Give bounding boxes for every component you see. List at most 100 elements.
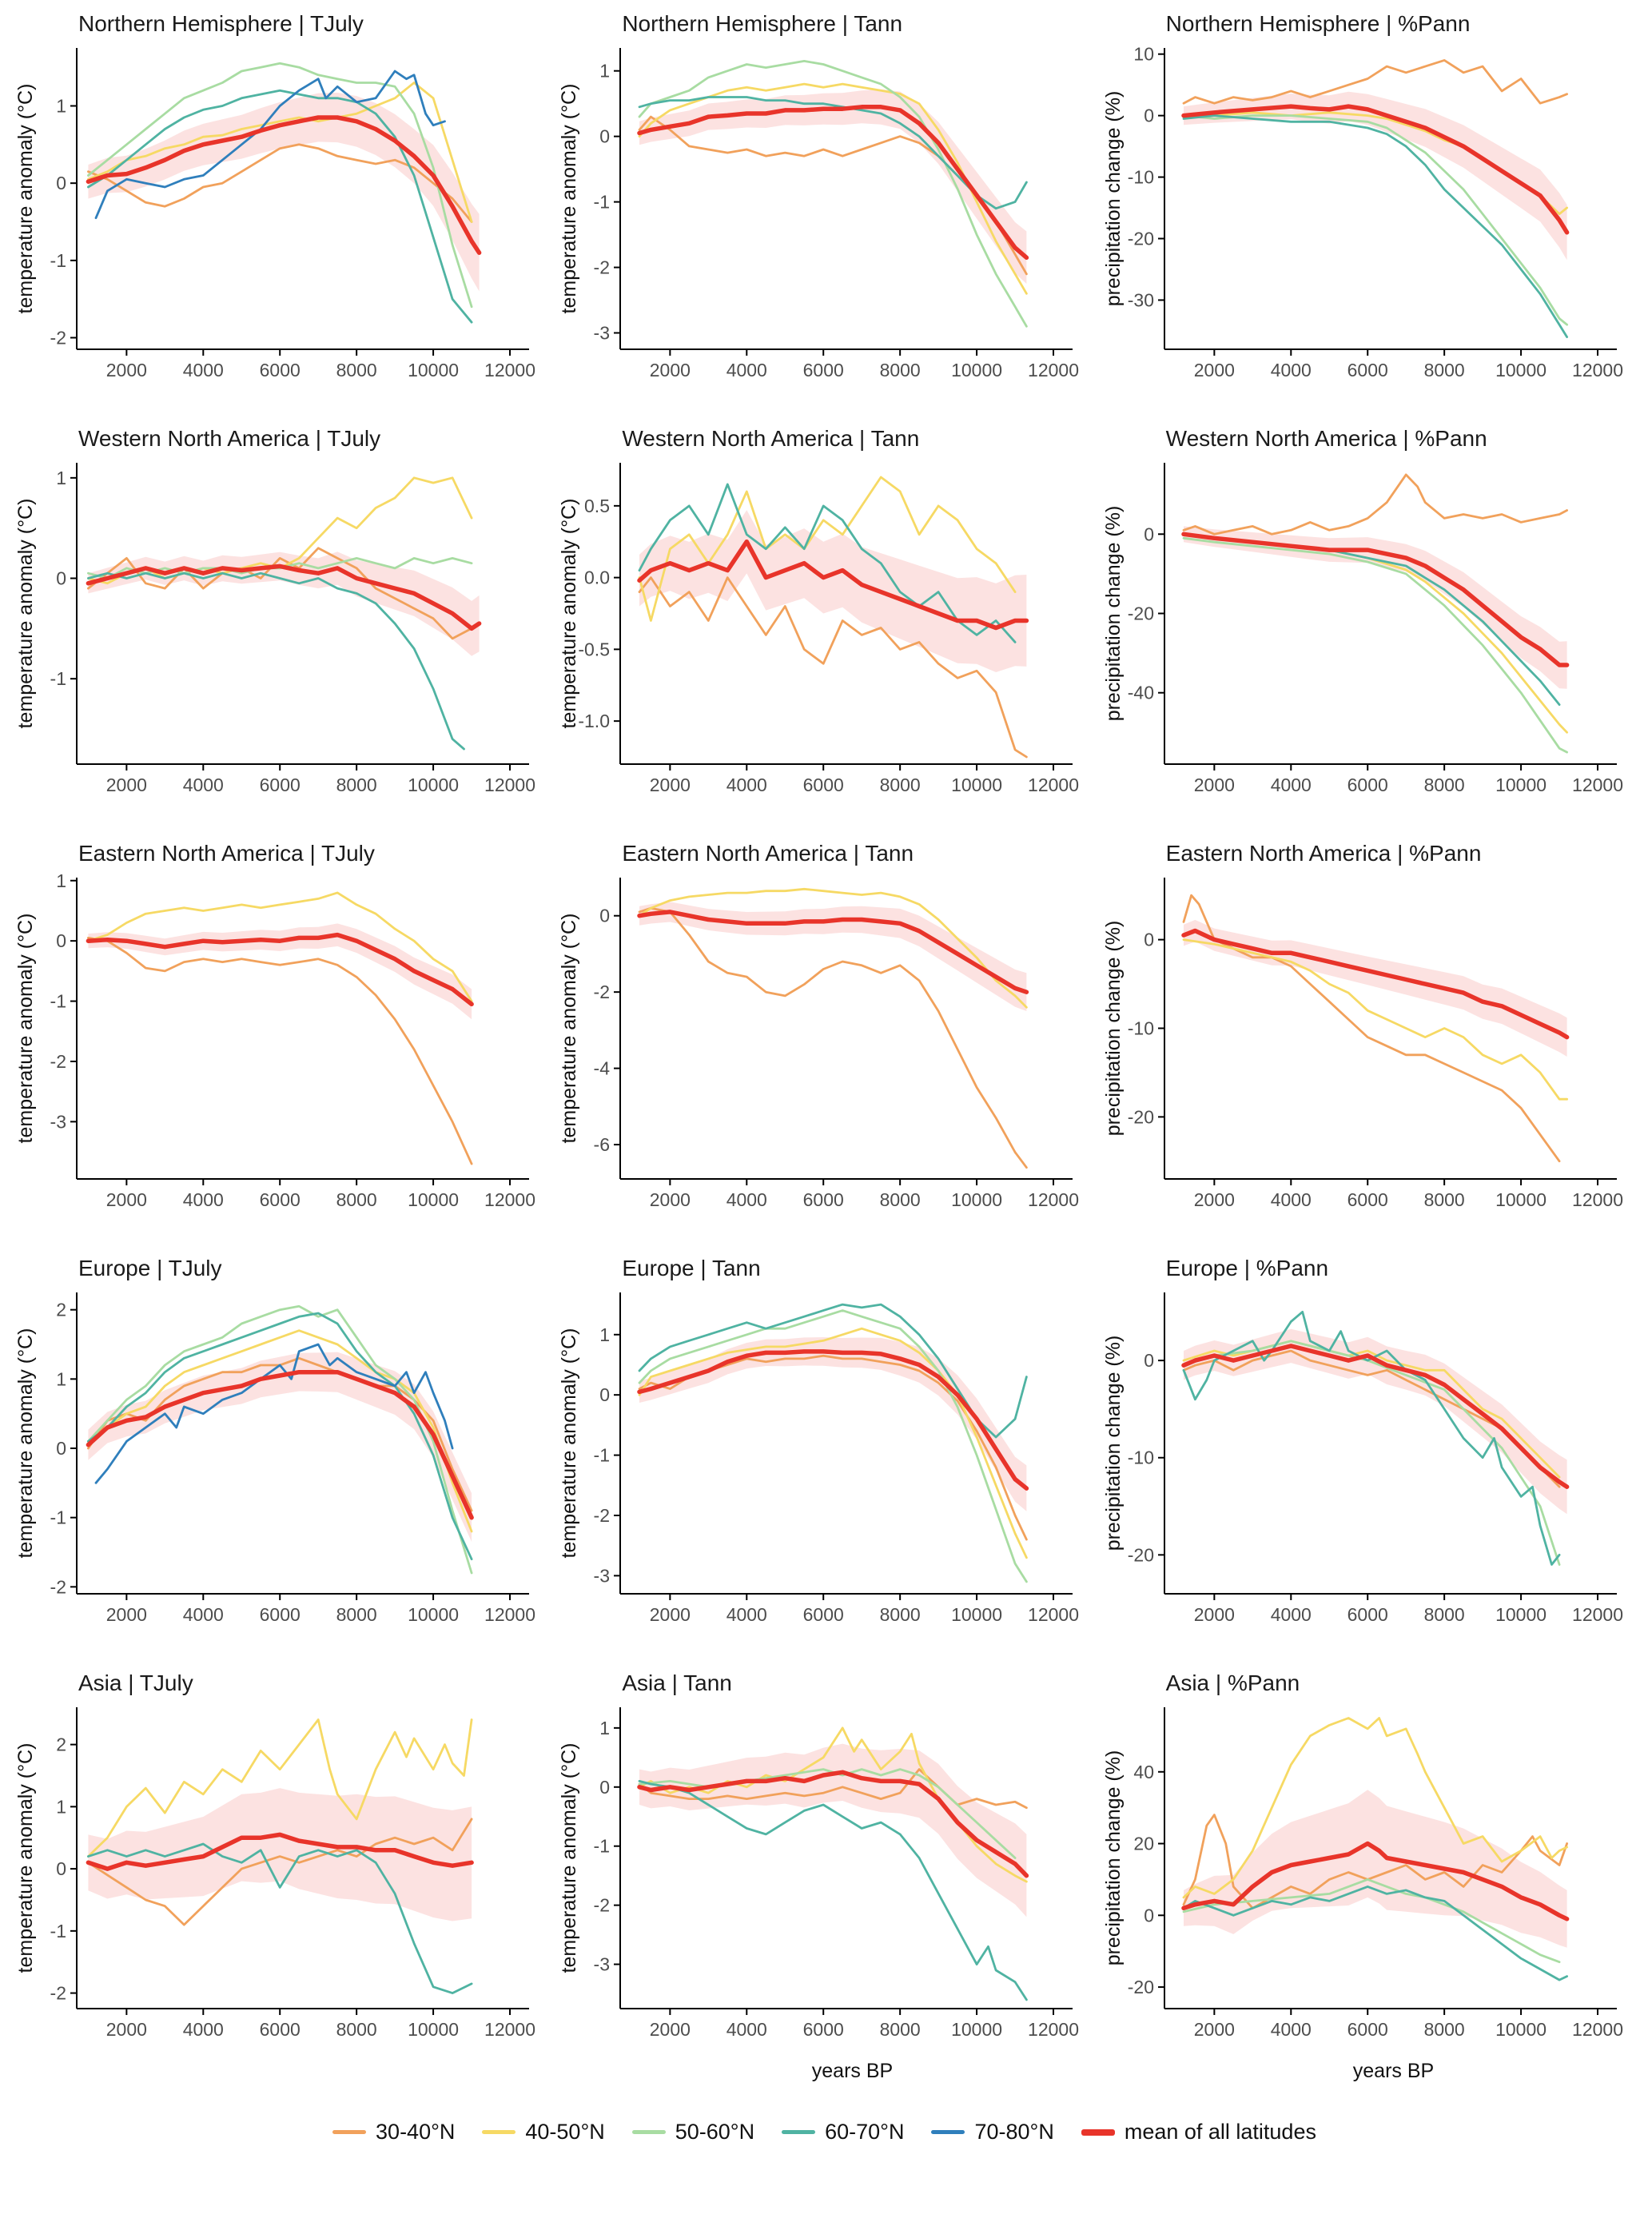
y-tick-label: -6: [594, 1134, 610, 1155]
x-tick-label: 2000: [650, 1604, 691, 1625]
legend-swatch-70-80N: [931, 2130, 965, 2134]
chart-canvas: 2000 4000 6000 8000 10000 12000 -20 0 20 40 precip…: [1102, 1707, 1623, 2040]
chart-canvas: 2000 4000 6000 8000 10000 12000 -3 -2 -1 0 1 temper…: [558, 48, 1079, 380]
series-line-30-40N: [87, 143, 473, 223]
y-axis-label: temperature anomaly (°C): [14, 84, 37, 314]
x-tick-label: 2000: [106, 2019, 147, 2040]
x-tick-label: 10000: [408, 360, 459, 380]
x-tick-label: 10000: [951, 1189, 1002, 1210]
chart-canvas: 2000 4000 6000 8000 10000 12000 -2 -1 0 1 2 tempera…: [14, 1292, 535, 1625]
series-line-mean: [1180, 1344, 1570, 1489]
plot-area: [637, 1303, 1029, 1583]
y-tick-label: 1: [56, 468, 66, 488]
series-line-50-60N: [1182, 536, 1568, 754]
series-line-30-40N: [638, 576, 1029, 759]
y-axis-label: temperature anomaly (°C): [14, 499, 37, 729]
legend-swatch-40-50N: [482, 2130, 516, 2134]
figure: Northern Hemisphere | TJuly 2000 4000 6000 8…: [13, 11, 1636, 2144]
x-tick-label: 2000: [1193, 1604, 1234, 1625]
chart-canvas: 2000 4000 6000 8000 10000 12000 -1.0 -0.5 0.0 0.5…: [558, 463, 1079, 795]
y-tick-label: -20: [1127, 603, 1153, 624]
chart-panel: Europe | %Pann 2000 4000 6000 8000 10000 12000…: [1101, 1256, 1636, 1640]
series-line-40-50N: [638, 1327, 1029, 1559]
y-axis-label: precipitation change (%): [1102, 921, 1125, 1137]
mean-uncertainty-band: [88, 92, 480, 292]
x-tick-label: 8000: [1423, 1189, 1464, 1210]
plot-area: [86, 62, 482, 324]
y-tick-label: 2: [56, 1734, 66, 1755]
x-tick-label: 6000: [803, 1189, 844, 1210]
y-axis-label: precipitation change (%): [1102, 91, 1125, 307]
x-tick-label: 6000: [1347, 1604, 1387, 1625]
mean-uncertainty-band: [88, 1788, 472, 1921]
mean-uncertainty-band: [1183, 1790, 1567, 1948]
x-tick-label: 8000: [880, 360, 921, 380]
series-line-60-70N: [1182, 1310, 1561, 1566]
series-line-60-70N: [638, 483, 1017, 643]
plot-area: [637, 887, 1029, 1169]
x-tick-label: 6000: [260, 2019, 301, 2040]
y-tick-label: 0: [56, 1438, 66, 1459]
x-axis-label: years BP: [811, 2060, 894, 2082]
y-tick-label: -20: [1127, 1977, 1153, 1997]
charts-grid: Northern Hemisphere | TJuly 2000 4000 6000 8…: [13, 11, 1636, 2055]
legend-label: 60-70°N: [825, 2120, 905, 2144]
series-line-70-80N: [94, 1343, 454, 1484]
y-tick-label: 0: [1144, 1905, 1154, 1925]
y-tick-label: -2: [50, 1051, 66, 1072]
legend-label: 40-50°N: [525, 2120, 605, 2144]
plot-area: [1180, 894, 1570, 1163]
y-tick-label: 1: [600, 1718, 611, 1738]
chart-panel: Europe | Tann 2000 4000 6000 8000 10000 12000 -…: [556, 1256, 1092, 1640]
x-tick-label: 2000: [1193, 1189, 1234, 1210]
chart-canvas: 2000 4000 6000 8000 10000 12000 -1 0 1 temperatur…: [14, 463, 535, 795]
y-tick-label: -1: [50, 991, 66, 1012]
mean-uncertainty-band: [639, 1337, 1027, 1511]
y-tick-label: -0.5: [579, 639, 611, 659]
mean-uncertainty-band: [88, 923, 472, 1020]
plot-area: [86, 1304, 474, 1575]
chart-canvas: 2000 4000 6000 8000 10000 12000 -3 -2 -1 0 1 temper…: [558, 1707, 1079, 2040]
series-line-mean: [637, 539, 1029, 631]
series-line-30-40N: [87, 937, 473, 1165]
y-axis-label: temperature anomaly (°C): [14, 1743, 37, 1973]
series-line-30-40N: [1182, 58, 1568, 105]
series-line-30-40N: [638, 906, 1029, 1169]
series-line-50-60N: [638, 1309, 1029, 1583]
x-tick-label: 2000: [650, 775, 691, 795]
chart-title: Northern Hemisphere | TJuly: [78, 11, 364, 36]
chart-panel: Europe | TJuly 2000 4000 6000 8000 10000 12000…: [13, 1256, 548, 1640]
mean-uncertainty-band: [639, 89, 1027, 284]
x-tick-label: 2000: [650, 2019, 691, 2040]
y-axis-label: precipitation change (%): [1102, 506, 1125, 722]
plot-area: [86, 891, 474, 1165]
series-line-mean: [637, 1349, 1029, 1491]
series-line-40-50N: [1182, 1717, 1568, 1899]
y-tick-label: 0: [600, 906, 611, 926]
x-tick-label: 8000: [880, 775, 921, 795]
series-line-40-50N: [638, 887, 1029, 1009]
y-tick-label: -40: [1127, 683, 1153, 703]
series-line-50-60N: [87, 1304, 473, 1575]
y-tick-label: 1: [600, 61, 611, 82]
plot-area: [86, 1718, 474, 1995]
series-line-60-70N: [87, 571, 465, 751]
x-tick-label: 12000: [484, 775, 535, 795]
x-tick-label: 10000: [408, 2019, 459, 2040]
y-tick-label: 20: [1133, 1834, 1154, 1854]
mean-uncertainty-band: [639, 902, 1027, 1011]
x-tick-label: 4000: [1270, 360, 1311, 380]
x-tick-label: 6000: [1347, 1189, 1387, 1210]
chart-canvas: 2000 4000 6000 8000 10000 12000 -30 -20 -10 0 10 pr…: [1102, 44, 1623, 380]
x-tick-label: 8000: [336, 1604, 377, 1625]
chart-title: Western North America | %Pann: [1165, 426, 1487, 451]
y-tick-label: -1: [594, 1445, 610, 1466]
legend-swatch-30-40N: [332, 2130, 367, 2134]
legend-item-60-70N: 60-70°N: [782, 2120, 904, 2144]
chart-title: Europe | %Pann: [1165, 1256, 1329, 1280]
series-line-40-50N: [87, 891, 473, 1003]
x-tick-label: 10000: [951, 360, 1002, 380]
x-tick-label: 8000: [336, 2019, 377, 2040]
x-tick-label: 2000: [106, 360, 147, 380]
y-tick-label: -10: [1127, 167, 1153, 188]
